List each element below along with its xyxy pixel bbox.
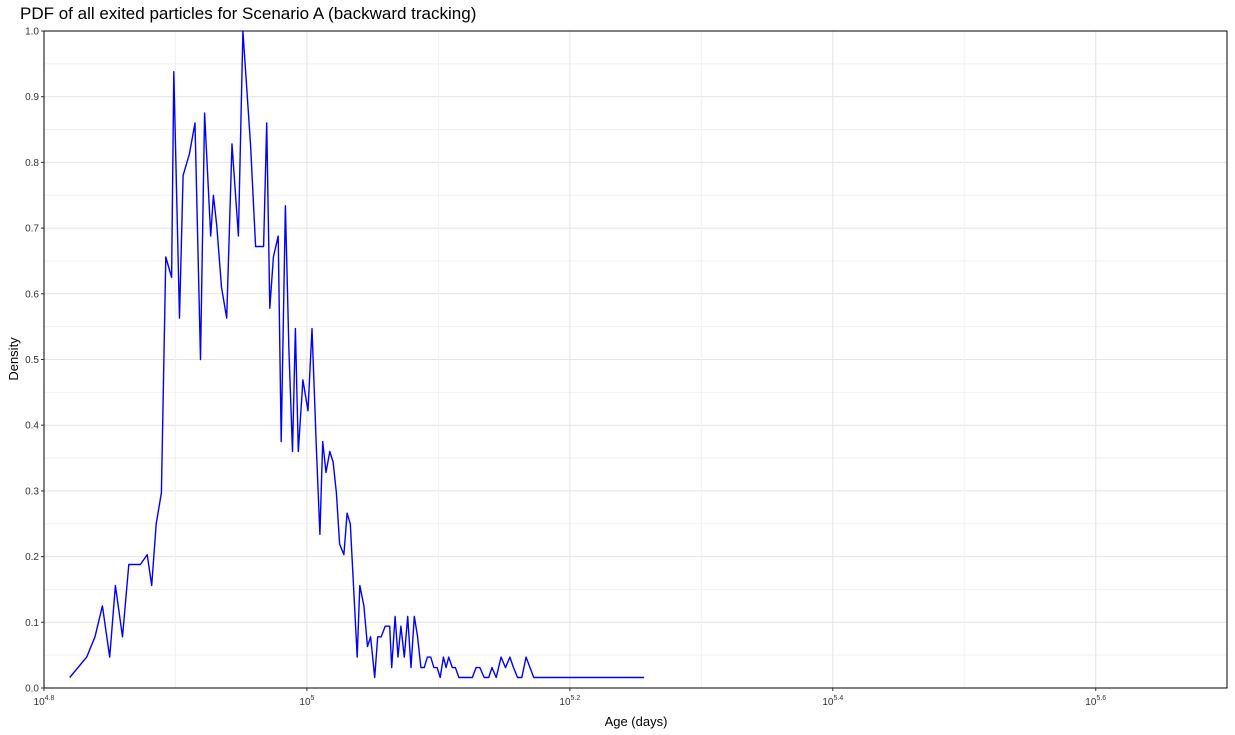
density-series-line [69, 30, 645, 679]
y-tick-label: 0.0 [25, 684, 39, 695]
y-tick-label: 0.1 [25, 618, 39, 629]
y-tick-label: 0.5 [25, 355, 39, 366]
y-tick-label: 0.6 [25, 289, 39, 300]
x-tick-label: 105.4 [822, 695, 843, 708]
chart-title: PDF of all exited particles for Scenario… [20, 4, 477, 23]
y-tick-label: 0.8 [25, 158, 39, 169]
y-axis-label: Density [6, 337, 21, 381]
x-tick-label: 104.8 [34, 695, 55, 708]
gridlines [43, 30, 1227, 689]
y-tick-label: 0.9 [25, 92, 39, 103]
x-tick-label: 105 [299, 695, 314, 708]
y-tick-label: 1.0 [25, 27, 39, 38]
x-axis: 104.8 105 105.2 105.4 105.6 [34, 688, 1106, 708]
y-tick-label: 0.4 [25, 421, 39, 432]
y-axis: 0.0 0.1 0.2 0.3 0.4 0.5 0.6 0.7 0.8 0.9 1.0 [25, 27, 44, 695]
x-tick-label: 105.6 [1085, 695, 1106, 708]
x-axis-label: Age (days) [605, 714, 668, 729]
y-tick-label: 0.2 [25, 552, 39, 563]
x-tick-label: 105.2 [559, 695, 580, 708]
y-tick-label: 0.7 [25, 224, 39, 235]
y-tick-label: 0.3 [25, 486, 39, 497]
